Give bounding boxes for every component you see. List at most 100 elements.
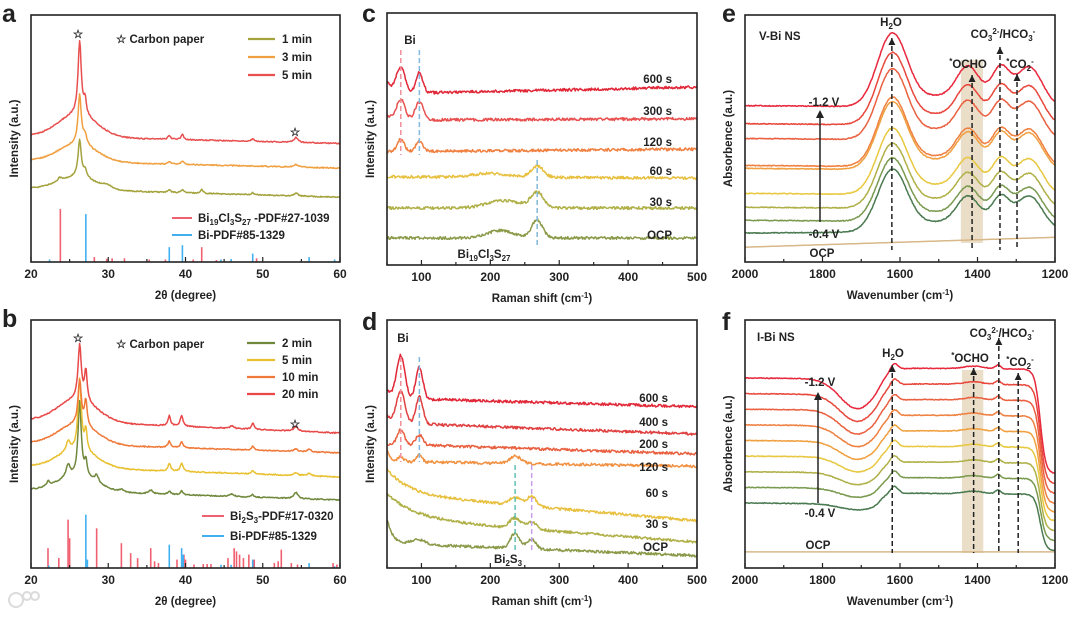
annotation-carbon: ☆ Carbon paper xyxy=(116,33,205,46)
reference-legend-label: Bi2S3-PDF#17-0320 xyxy=(230,511,334,525)
series-line xyxy=(744,67,1056,141)
arrowhead-icon xyxy=(995,338,1003,345)
arrowhead-icon xyxy=(1014,373,1022,380)
text-segment: I-Bi NS xyxy=(757,332,795,344)
series-line xyxy=(744,393,1056,495)
reference-legend-label: Bi19Cl3S27 -PDF#27-1039 xyxy=(198,213,330,227)
text-segment: - xyxy=(1033,27,1036,36)
text-segment: /HCO xyxy=(998,328,1027,340)
text-segment: H xyxy=(880,17,888,29)
text-segment: 3 xyxy=(518,559,523,568)
x-axis-title: 2θ (degree) xyxy=(155,290,216,302)
x-tick-label: 400 xyxy=(618,270,638,284)
series-label: 30 s xyxy=(646,519,668,531)
y-axis-title: Absorbence (a.u.) xyxy=(723,395,735,492)
text-segment: 2 xyxy=(242,516,247,525)
series-line xyxy=(386,353,698,409)
text-segment: -1 xyxy=(942,594,950,603)
annotation-ocp: OCP xyxy=(810,248,835,260)
series-line xyxy=(744,454,1056,532)
text-segment: Raman shift (cm xyxy=(492,293,581,305)
text-segment: -1 xyxy=(581,594,589,603)
text-segment: Bi xyxy=(397,333,409,345)
annotation-ocho: *OCHO xyxy=(951,351,989,365)
x-tick-label: 500 xyxy=(687,573,707,587)
text-segment: * xyxy=(1006,355,1010,364)
text-segment: -0.4 V xyxy=(805,508,836,520)
series-line xyxy=(744,51,1056,126)
series-line xyxy=(744,470,1056,542)
arrowhead-icon xyxy=(888,38,896,45)
annotation-co2: *CO2- xyxy=(1006,355,1034,371)
arrowhead-icon xyxy=(996,47,1004,54)
series-line xyxy=(30,342,341,435)
series-label: 400 s xyxy=(639,417,668,429)
series-line xyxy=(30,399,341,502)
text-segment: S xyxy=(494,249,502,261)
text-segment: -1 xyxy=(581,291,589,300)
annotation-bi: Bi xyxy=(404,35,416,47)
text-segment: ☆ Carbon paper xyxy=(116,33,205,46)
text-segment: 3 xyxy=(254,516,259,525)
series-label: 600 s xyxy=(643,74,672,86)
text-segment: 2 xyxy=(1027,362,1032,371)
x-tick-label: 30 xyxy=(102,267,116,281)
text-segment: 2 xyxy=(888,22,893,31)
panel-letter: b xyxy=(2,305,17,333)
text-segment: OCHO xyxy=(954,353,989,365)
plot-frame xyxy=(386,319,698,569)
x-tick-label: 1800 xyxy=(809,267,836,281)
series-line xyxy=(386,66,698,95)
x-axis-title: Raman shift (cm-1) xyxy=(492,291,593,305)
x-tick-label: 30 xyxy=(102,573,116,587)
text-segment: -1.2 V xyxy=(805,377,836,389)
series-line xyxy=(386,467,698,523)
series-label: 30 s xyxy=(650,197,672,209)
x-tick-label: 50 xyxy=(256,573,270,587)
annotation-v-low: -0.4 V xyxy=(809,229,840,241)
series-label: 120 s xyxy=(639,462,668,474)
x-axis-title: Wavenumber (cm-1) xyxy=(847,594,954,608)
y-axis-title: Absorbence (a.u.) xyxy=(723,90,735,187)
annotation-phase: Bi19Cl3S27 xyxy=(458,249,511,263)
text-segment: Bi-PDF#85-1329 xyxy=(230,531,317,543)
annotation-star-54: ☆ xyxy=(290,418,301,431)
x-tick-label: 100 xyxy=(411,573,431,587)
highlight-band xyxy=(962,370,984,553)
watermark-logo xyxy=(8,591,40,608)
x-tick-label: 400 xyxy=(618,573,638,587)
series-label: 120 s xyxy=(643,137,672,149)
series-label: 60 s xyxy=(650,166,672,178)
text-segment: ☆ Carbon paper xyxy=(116,338,205,351)
series-line xyxy=(744,362,1056,475)
text-segment: S xyxy=(510,554,518,566)
series-label: 300 s xyxy=(643,106,672,118)
panel-b: b Bi2S3-PDF#17-0320 Bi-PDF#85-1329 2 min 5 m… xyxy=(2,305,347,608)
text-segment: 27 xyxy=(502,254,511,263)
x-tick-label: 1600 xyxy=(887,267,914,281)
text-segment: 19 xyxy=(210,218,219,227)
annotation-star-main: ☆ xyxy=(73,28,84,41)
x-tick-label: 300 xyxy=(549,270,569,284)
series-line xyxy=(386,390,698,436)
series-line xyxy=(386,492,698,544)
text-segment: Raman shift (cm xyxy=(492,596,581,608)
series-label: 600 s xyxy=(639,393,668,405)
series-line xyxy=(744,485,1056,552)
reference-legend-label: Bi-PDF#85-1329 xyxy=(198,230,285,242)
text-segment: ☆ xyxy=(73,28,84,41)
x-tick-label: 1800 xyxy=(809,573,836,587)
text-segment: -0.4 V xyxy=(809,229,840,241)
panel-letter: a xyxy=(2,0,17,28)
text-segment: S xyxy=(234,213,242,225)
series-line xyxy=(30,93,341,170)
x-tick-label: 20 xyxy=(24,267,38,281)
x-tick-label: 2000 xyxy=(732,573,759,587)
text-segment: ) xyxy=(588,293,592,305)
legend-label: 10 min xyxy=(282,372,318,384)
text-segment: 3 xyxy=(987,333,992,342)
y-axis-title: Intensity (a.u.) xyxy=(365,405,377,483)
text-segment: 2- xyxy=(992,27,999,36)
